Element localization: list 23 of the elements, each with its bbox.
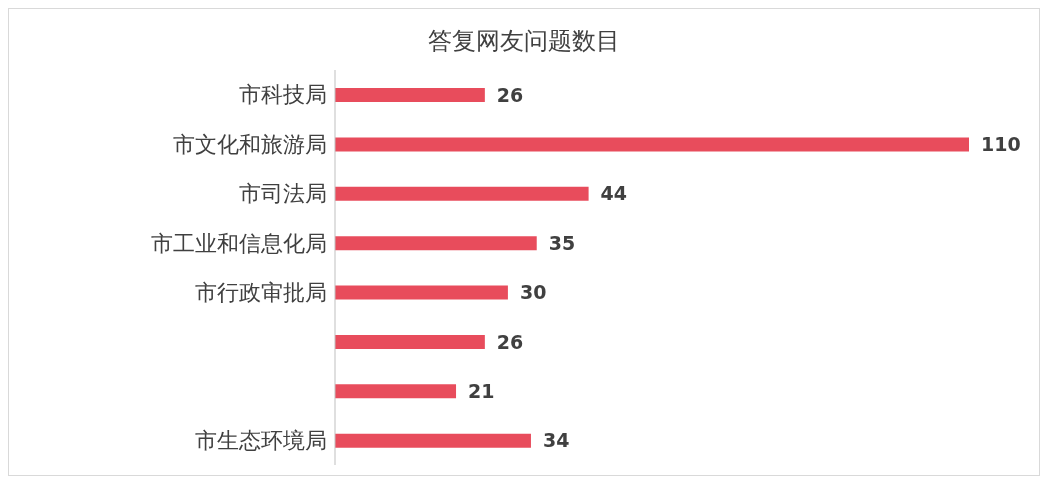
data-label: 26 [496,83,524,106]
bar [335,334,485,349]
bar [335,433,531,448]
y-tick-label: 市行政审批局 [195,280,327,305]
y-tick-label: 市生态环境局 [195,428,327,454]
y-tick-label: 市工业和信息化局 [151,230,327,256]
data-label: 35 [548,231,576,254]
bar [335,88,485,102]
data-label: 110 [981,133,1021,156]
y-tick-label: 市司法局 [239,181,327,207]
data-label: 21 [468,379,495,402]
chart-title: 答复网友问题数目 [427,26,621,57]
y-tick-label: 市科技局 [239,82,327,108]
bar [335,186,589,201]
bar [335,285,508,300]
data-label: 34 [542,429,570,452]
data-label: 44 [600,182,628,205]
bar [335,137,969,152]
bar [335,384,457,399]
bar [335,236,537,251]
data-label: 30 [519,281,547,304]
data-label: 26 [496,330,524,353]
y-tick-label: 市文化和旅游局 [173,131,327,157]
